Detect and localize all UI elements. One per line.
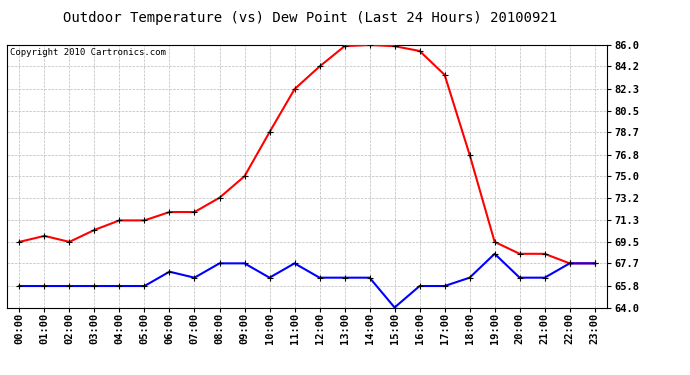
Text: Copyright 2010 Cartronics.com: Copyright 2010 Cartronics.com bbox=[10, 48, 166, 57]
Text: Outdoor Temperature (vs) Dew Point (Last 24 Hours) 20100921: Outdoor Temperature (vs) Dew Point (Last… bbox=[63, 11, 558, 25]
